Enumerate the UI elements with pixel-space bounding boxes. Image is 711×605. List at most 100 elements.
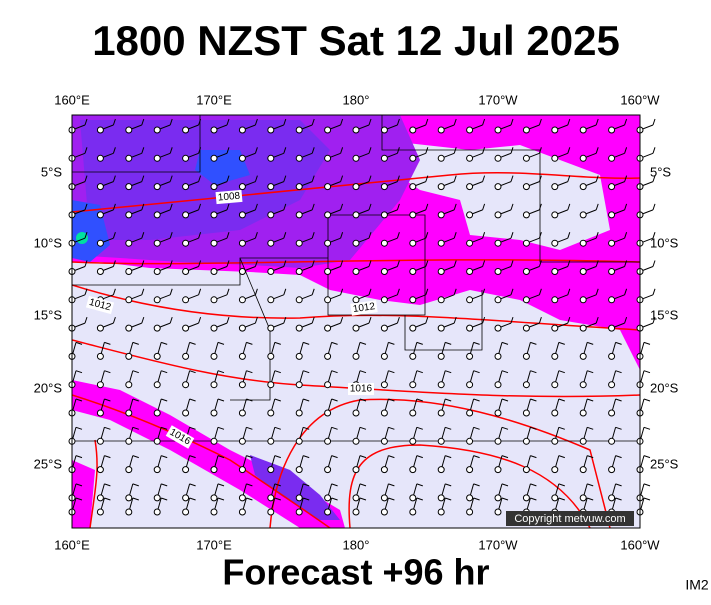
wind-station: [210, 268, 218, 275]
wind-station: [579, 296, 587, 304]
wind-barb-tick: [161, 426, 168, 430]
wind-station: [324, 352, 332, 360]
wind-barb-tick: [453, 316, 457, 324]
wind-station: [579, 211, 587, 219]
wind-barb-tick: [169, 288, 173, 295]
wind-station: [551, 352, 559, 360]
wind-barb-tick: [189, 455, 196, 459]
wind-station: [551, 494, 559, 502]
wind-barb-tick: [538, 118, 542, 126]
wind-barb-tick: [558, 497, 565, 501]
wind-station: [352, 183, 360, 191]
wind-station: [466, 352, 474, 360]
wind-barb-tick: [303, 426, 310, 430]
wind-station: [466, 508, 474, 516]
wind-station: [125, 381, 133, 389]
wind-barb-tick: [473, 370, 480, 374]
wind-station: [96, 268, 104, 275]
wind-barb-tick: [416, 483, 423, 487]
wind-station: [125, 126, 133, 134]
map-field: [72, 115, 640, 528]
wind-barb-tick: [510, 316, 514, 324]
wind-station: [238, 437, 246, 445]
wind-barb-tick: [368, 232, 372, 239]
wind-barb-tick: [473, 455, 480, 459]
wind-station: [380, 494, 388, 502]
wind-station: [210, 352, 218, 360]
wind-station: [324, 296, 332, 304]
wind-station: [380, 409, 388, 417]
wind-barb-tick: [283, 316, 287, 324]
wind-barb-tick: [652, 118, 656, 126]
wind-station: [466, 154, 474, 162]
wind-station: [437, 409, 445, 417]
wind-barb-tick: [161, 497, 168, 501]
wind-station: [380, 239, 388, 247]
wind-barb-tick: [217, 455, 225, 459]
wind-station: [267, 296, 275, 304]
wind-barb-tick: [169, 316, 173, 324]
wind-station: [551, 381, 559, 389]
wind-barb-tick: [246, 483, 253, 487]
wind-station: [153, 154, 161, 162]
title: 1800 NZST Sat 12 Jul 2025: [92, 17, 620, 64]
wind-station: [96, 154, 104, 162]
wind-barb-tick: [453, 260, 457, 267]
wind-station: [182, 466, 190, 474]
longitude-label: 170°W: [478, 92, 518, 107]
wind-barb-tick: [473, 341, 480, 345]
isobar-label: 1012: [85, 295, 115, 315]
wind-station: [352, 324, 360, 332]
wind-station: [267, 268, 275, 275]
wind-station: [522, 268, 530, 275]
wind-station: [182, 508, 190, 516]
wind-station: [437, 268, 445, 275]
wind-barb-tick: [624, 118, 628, 126]
wind-barb-tick: [615, 341, 622, 345]
wind-station: [380, 466, 388, 474]
wind-barb-tick: [567, 232, 571, 239]
wind-barb-tick: [112, 232, 116, 239]
wind-station: [182, 239, 190, 247]
wind-station: [551, 296, 559, 304]
axis-labels: 160°E 160°E 170°E 170°E 180° 180° 170°W 170°W 16…: [34, 92, 679, 552]
wind-barb-tick: [112, 260, 116, 267]
wind-station: [380, 183, 388, 191]
isobar-label-box: [350, 300, 378, 316]
wind-barb-tick: [161, 370, 168, 374]
wind-barb-tick: [643, 455, 651, 459]
wind-station: [494, 409, 502, 417]
wind-station: [437, 381, 445, 389]
wind-station: [437, 494, 445, 502]
wind-barb-tick: [652, 147, 656, 154]
wind-station: [352, 126, 360, 134]
wind-station: [352, 239, 360, 247]
wind-barb-tick: [624, 175, 628, 182]
wind-barb-tick: [303, 370, 310, 374]
wind-station: [551, 466, 559, 474]
wind-station: [437, 211, 445, 219]
wind-station: [551, 268, 559, 275]
wind-station: [608, 183, 616, 191]
wind-station: [210, 211, 218, 219]
wind-barb-tick: [388, 370, 395, 374]
wind-barb-tick: [388, 341, 395, 345]
wind-station: [466, 183, 474, 191]
wind-barb-tick: [567, 260, 571, 267]
wind-barb-tick: [283, 147, 287, 154]
wind-station: [409, 352, 417, 360]
wind-barb-tick: [368, 147, 372, 154]
wind-station: [352, 437, 360, 445]
rain-band: [72, 460, 95, 528]
wind-station: [579, 494, 587, 502]
wind-barb-tick: [132, 341, 139, 345]
wind-station: [324, 381, 332, 389]
wind-barb-tick: [311, 288, 315, 295]
wind-barb-tick: [587, 426, 594, 430]
wind-barb-tick: [558, 398, 565, 402]
wind-station: [409, 409, 417, 417]
wind-station: [153, 437, 161, 445]
wind-barb-tick: [425, 288, 429, 295]
wind-station: [238, 508, 246, 516]
